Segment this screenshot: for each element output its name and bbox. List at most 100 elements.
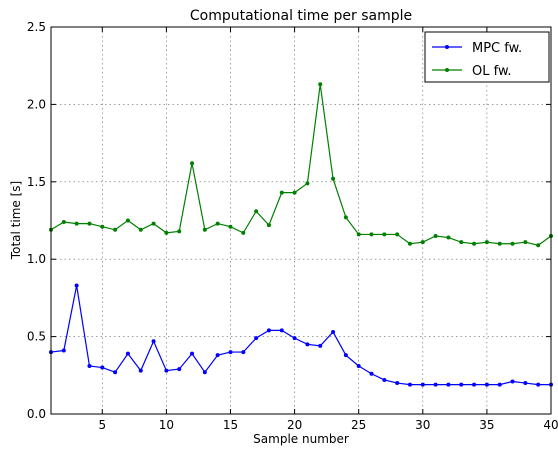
data-point <box>510 241 515 246</box>
data-point <box>113 227 118 232</box>
data-point <box>138 227 143 232</box>
data-point <box>202 370 207 375</box>
data-point <box>125 218 130 223</box>
data-point <box>292 190 297 195</box>
data-point <box>433 233 438 238</box>
data-point <box>61 220 66 225</box>
data-point <box>343 215 348 220</box>
data-point <box>266 328 271 333</box>
data-point <box>318 82 323 87</box>
legend-label-ol: OL fw. <box>472 64 512 79</box>
data-point <box>305 181 310 186</box>
data-point <box>61 348 66 353</box>
legend-marker-mpc <box>445 45 449 49</box>
data-point <box>395 232 400 237</box>
data-point <box>497 382 502 387</box>
data-point <box>266 223 271 228</box>
data-point <box>343 353 348 358</box>
data-point <box>523 381 528 386</box>
data-point <box>459 240 464 245</box>
data-point <box>318 343 323 348</box>
data-point <box>254 336 259 341</box>
data-point <box>228 350 233 355</box>
x-tick-label: 15 <box>223 418 238 432</box>
y-tick-label: 0.0 <box>27 407 46 421</box>
y-tick-label: 2.5 <box>27 20 46 34</box>
chart-title: Computational time per sample <box>190 8 412 24</box>
data-point <box>138 368 143 373</box>
data-point <box>279 328 284 333</box>
data-point <box>215 353 220 358</box>
x-axis-label: Sample number <box>253 432 349 446</box>
x-tick-label: 20 <box>287 418 302 432</box>
data-point <box>369 232 374 237</box>
data-point <box>472 382 477 387</box>
data-point <box>190 161 195 166</box>
data-point <box>331 329 336 334</box>
data-point <box>446 235 451 240</box>
legend-label-mpc: MPC fw. <box>472 41 522 56</box>
data-point <box>305 342 310 347</box>
x-tick-label: 5 <box>98 418 106 432</box>
data-point <box>369 371 374 376</box>
data-point <box>523 240 528 245</box>
data-point <box>536 382 541 387</box>
x-tick-label: 40 <box>543 418 558 432</box>
data-point <box>100 224 105 229</box>
data-point <box>87 221 92 226</box>
data-point <box>420 240 425 245</box>
y-axis-label: Total time [s] <box>9 181 23 260</box>
data-point <box>407 241 412 246</box>
y-tick-label: 0.5 <box>27 330 46 344</box>
y-tick-label: 2.0 <box>27 97 46 111</box>
data-point <box>202 227 207 232</box>
y-tick-label: 1.5 <box>27 175 46 189</box>
data-point <box>74 221 79 226</box>
data-point <box>536 243 541 248</box>
series-layer <box>49 82 553 387</box>
data-point <box>472 241 477 246</box>
x-tick-label: 35 <box>479 418 494 432</box>
data-point <box>164 368 169 373</box>
data-point <box>87 364 92 369</box>
legend-marker-ol <box>445 68 449 72</box>
data-point <box>100 365 105 370</box>
legend-box <box>424 31 550 83</box>
data-point <box>433 382 438 387</box>
data-point <box>254 209 259 214</box>
data-point <box>395 381 400 386</box>
data-point <box>241 230 246 235</box>
data-point <box>177 229 182 234</box>
data-point <box>241 350 246 355</box>
data-point <box>190 351 195 356</box>
data-point <box>356 364 361 369</box>
series-line-0 <box>50 285 551 386</box>
x-tick-label: 25 <box>351 418 366 432</box>
data-point <box>407 382 412 387</box>
data-point <box>279 190 284 195</box>
data-point <box>497 241 502 246</box>
data-point <box>420 382 425 387</box>
data-point <box>292 336 297 341</box>
data-point <box>151 339 156 344</box>
data-point <box>151 221 156 226</box>
data-point <box>446 382 451 387</box>
data-point <box>484 382 489 387</box>
data-point <box>228 224 233 229</box>
data-point <box>382 377 387 382</box>
axis-ticks: 5 10 15 20 25 30 35 40 0.0 0.5 1.0 1.5 2.0 2.5 <box>27 20 558 432</box>
legend: MPC fw. OL fw. <box>424 31 550 83</box>
data-point <box>177 367 182 372</box>
data-point <box>356 232 361 237</box>
data-point <box>331 176 336 181</box>
data-point <box>484 240 489 245</box>
data-point <box>510 379 515 384</box>
data-point <box>215 221 220 226</box>
data-point <box>113 370 118 375</box>
series-line-1 <box>50 84 552 246</box>
data-point <box>74 283 79 288</box>
x-tick-label: 30 <box>415 418 430 432</box>
plot-frame <box>50 26 552 415</box>
data-point <box>125 351 130 356</box>
